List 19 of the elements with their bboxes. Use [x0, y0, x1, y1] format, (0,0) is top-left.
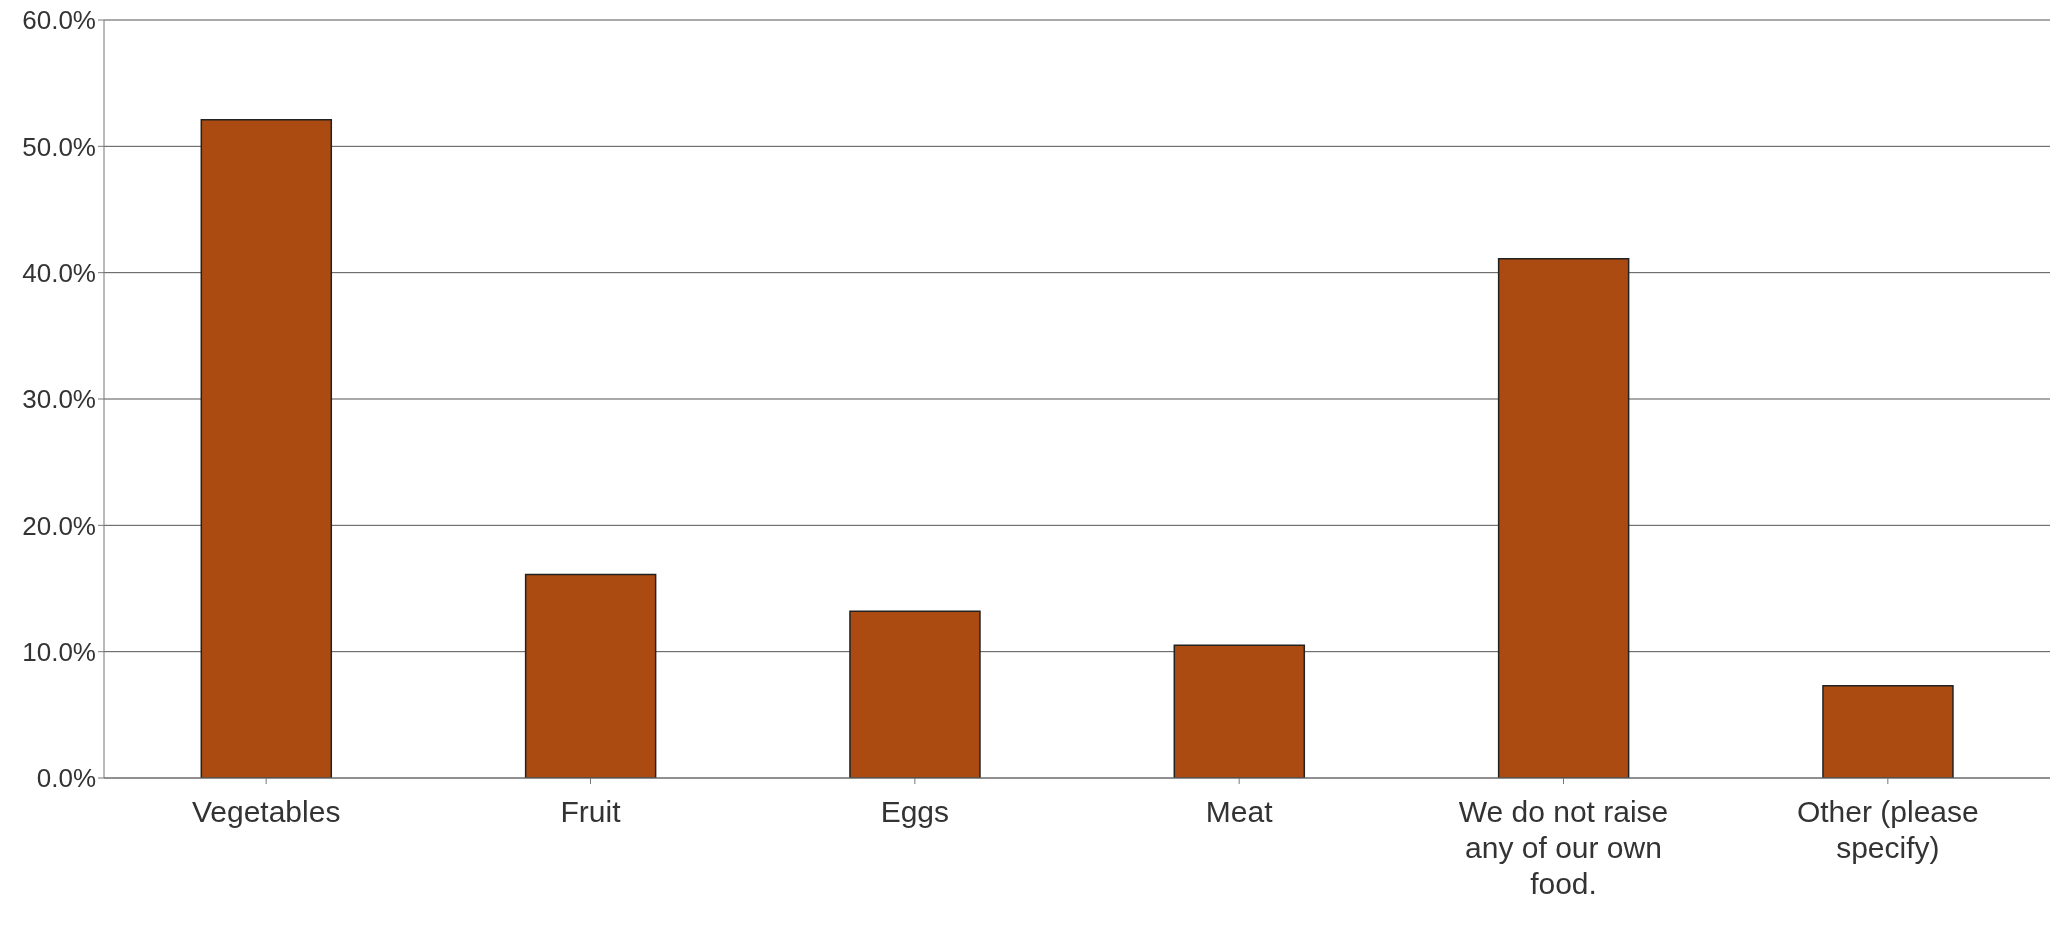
y-tick-label: 40.0%: [22, 257, 96, 288]
y-tick-label: 50.0%: [22, 131, 96, 162]
y-tick-label: 20.0%: [22, 510, 96, 541]
x-tick-label: Vegetables: [191, 795, 341, 828]
bar: [1822, 685, 1954, 778]
x-tick-label: Fruit: [560, 795, 622, 828]
y-tick-label: 30.0%: [22, 384, 96, 415]
y-tick-label: 60.0%: [22, 5, 96, 36]
y-tick-label: 10.0%: [22, 636, 96, 667]
bar: [200, 119, 333, 778]
x-tick-label: Eggs: [880, 795, 950, 828]
bar: [1173, 644, 1306, 778]
bar: [1497, 258, 1630, 778]
x-tick-label: We do not raise any of our own food.: [1458, 795, 1669, 900]
x-tick-label: Meat: [1205, 795, 1274, 828]
bar: [524, 573, 657, 778]
y-tick-label: 0.0%: [36, 763, 96, 794]
x-tick-label: Other (please specify): [1796, 795, 1979, 864]
bar: [849, 610, 981, 778]
